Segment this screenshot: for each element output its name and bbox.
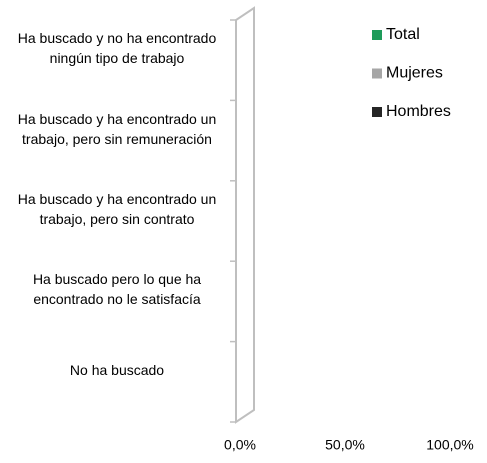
axis-wall [235,6,255,424]
legend-label: Hombres [386,103,451,120]
legend-swatch [372,68,382,79]
y-tick-label: Ha buscado pero lo que ha encontrado no … [32,271,202,308]
y-tick-label: No ha buscado [69,361,165,378]
legend-label: Mujeres [386,65,443,82]
y-tick-label: Ha buscado y no ha encontrado ningún tip… [17,30,217,67]
x-tick-label: 0,0% [224,437,256,453]
x-tick-label: 100,0% [426,437,473,453]
y-tick-label: Ha buscado y ha encontrado un trabajo, p… [17,190,217,227]
legend-label: Total [386,26,420,43]
legend-swatch [372,107,382,117]
x-tick-label: 50,0% [325,437,365,453]
y-tick-label: Ha buscado y ha encontrado un trabajo, p… [17,110,217,147]
legend-swatch [372,30,382,40]
